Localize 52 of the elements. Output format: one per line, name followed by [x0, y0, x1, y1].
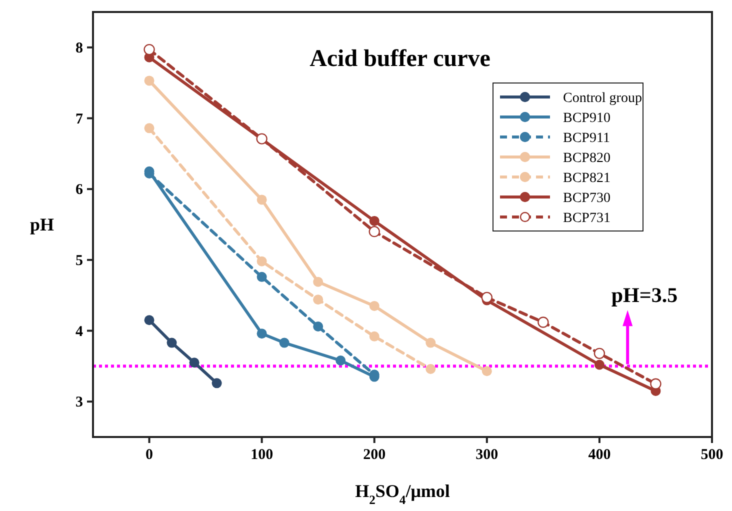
point [144, 76, 154, 86]
x-tick-label: 100 [250, 447, 274, 463]
point [482, 366, 492, 376]
y-tick-label: 4 [76, 324, 84, 340]
point [256, 133, 268, 144]
text: Acid buffer curve [310, 46, 491, 72]
point [594, 348, 606, 360]
x-tick-label: 0 [146, 447, 154, 463]
x-axis-title: H$_{2}$SO$_{4}$/μmol [355, 481, 450, 507]
point [369, 331, 380, 342]
point [426, 364, 436, 374]
legend-label: BCP821 [563, 171, 610, 186]
point [313, 322, 324, 332]
point [368, 226, 380, 238]
point [256, 256, 267, 266]
x-tick-label: 500 [700, 447, 724, 463]
point [538, 316, 549, 328]
point [279, 338, 290, 348]
y-tick-label: 6 [76, 182, 84, 198]
legend-label: BCP911 [563, 131, 610, 146]
point [166, 338, 177, 348]
legend-label: BCP730 [563, 191, 610, 206]
point [144, 44, 155, 56]
point [426, 338, 436, 348]
point [313, 276, 324, 287]
point [336, 356, 346, 366]
y-axis-title: pH [30, 214, 54, 234]
x-tick-label: 400 [588, 447, 611, 463]
point [212, 378, 222, 388]
point [256, 272, 267, 282]
y-tick-label: 3 [76, 394, 83, 411]
point [256, 194, 267, 205]
point [369, 216, 380, 226]
y-tick-label: 7 [76, 111, 84, 128]
legend-label: BCP910 [563, 111, 610, 126]
x-tick-label: 200 [363, 447, 386, 463]
point [144, 123, 154, 134]
legend-label: BCP731 [563, 211, 610, 226]
point [650, 378, 662, 390]
y-tick-label: 8 [76, 40, 83, 56]
point [144, 315, 154, 326]
x-tick-label: 300 [476, 447, 498, 463]
point [369, 300, 380, 311]
legend-label: BCP820 [563, 151, 610, 166]
point [594, 360, 604, 370]
point [313, 294, 324, 305]
point [256, 328, 267, 339]
ref-line-label: pH=3.5 [611, 283, 678, 308]
point [481, 292, 493, 304]
point [189, 358, 200, 368]
y-tick-label: 5 [76, 252, 83, 269]
legend-label: Control group [563, 91, 642, 106]
